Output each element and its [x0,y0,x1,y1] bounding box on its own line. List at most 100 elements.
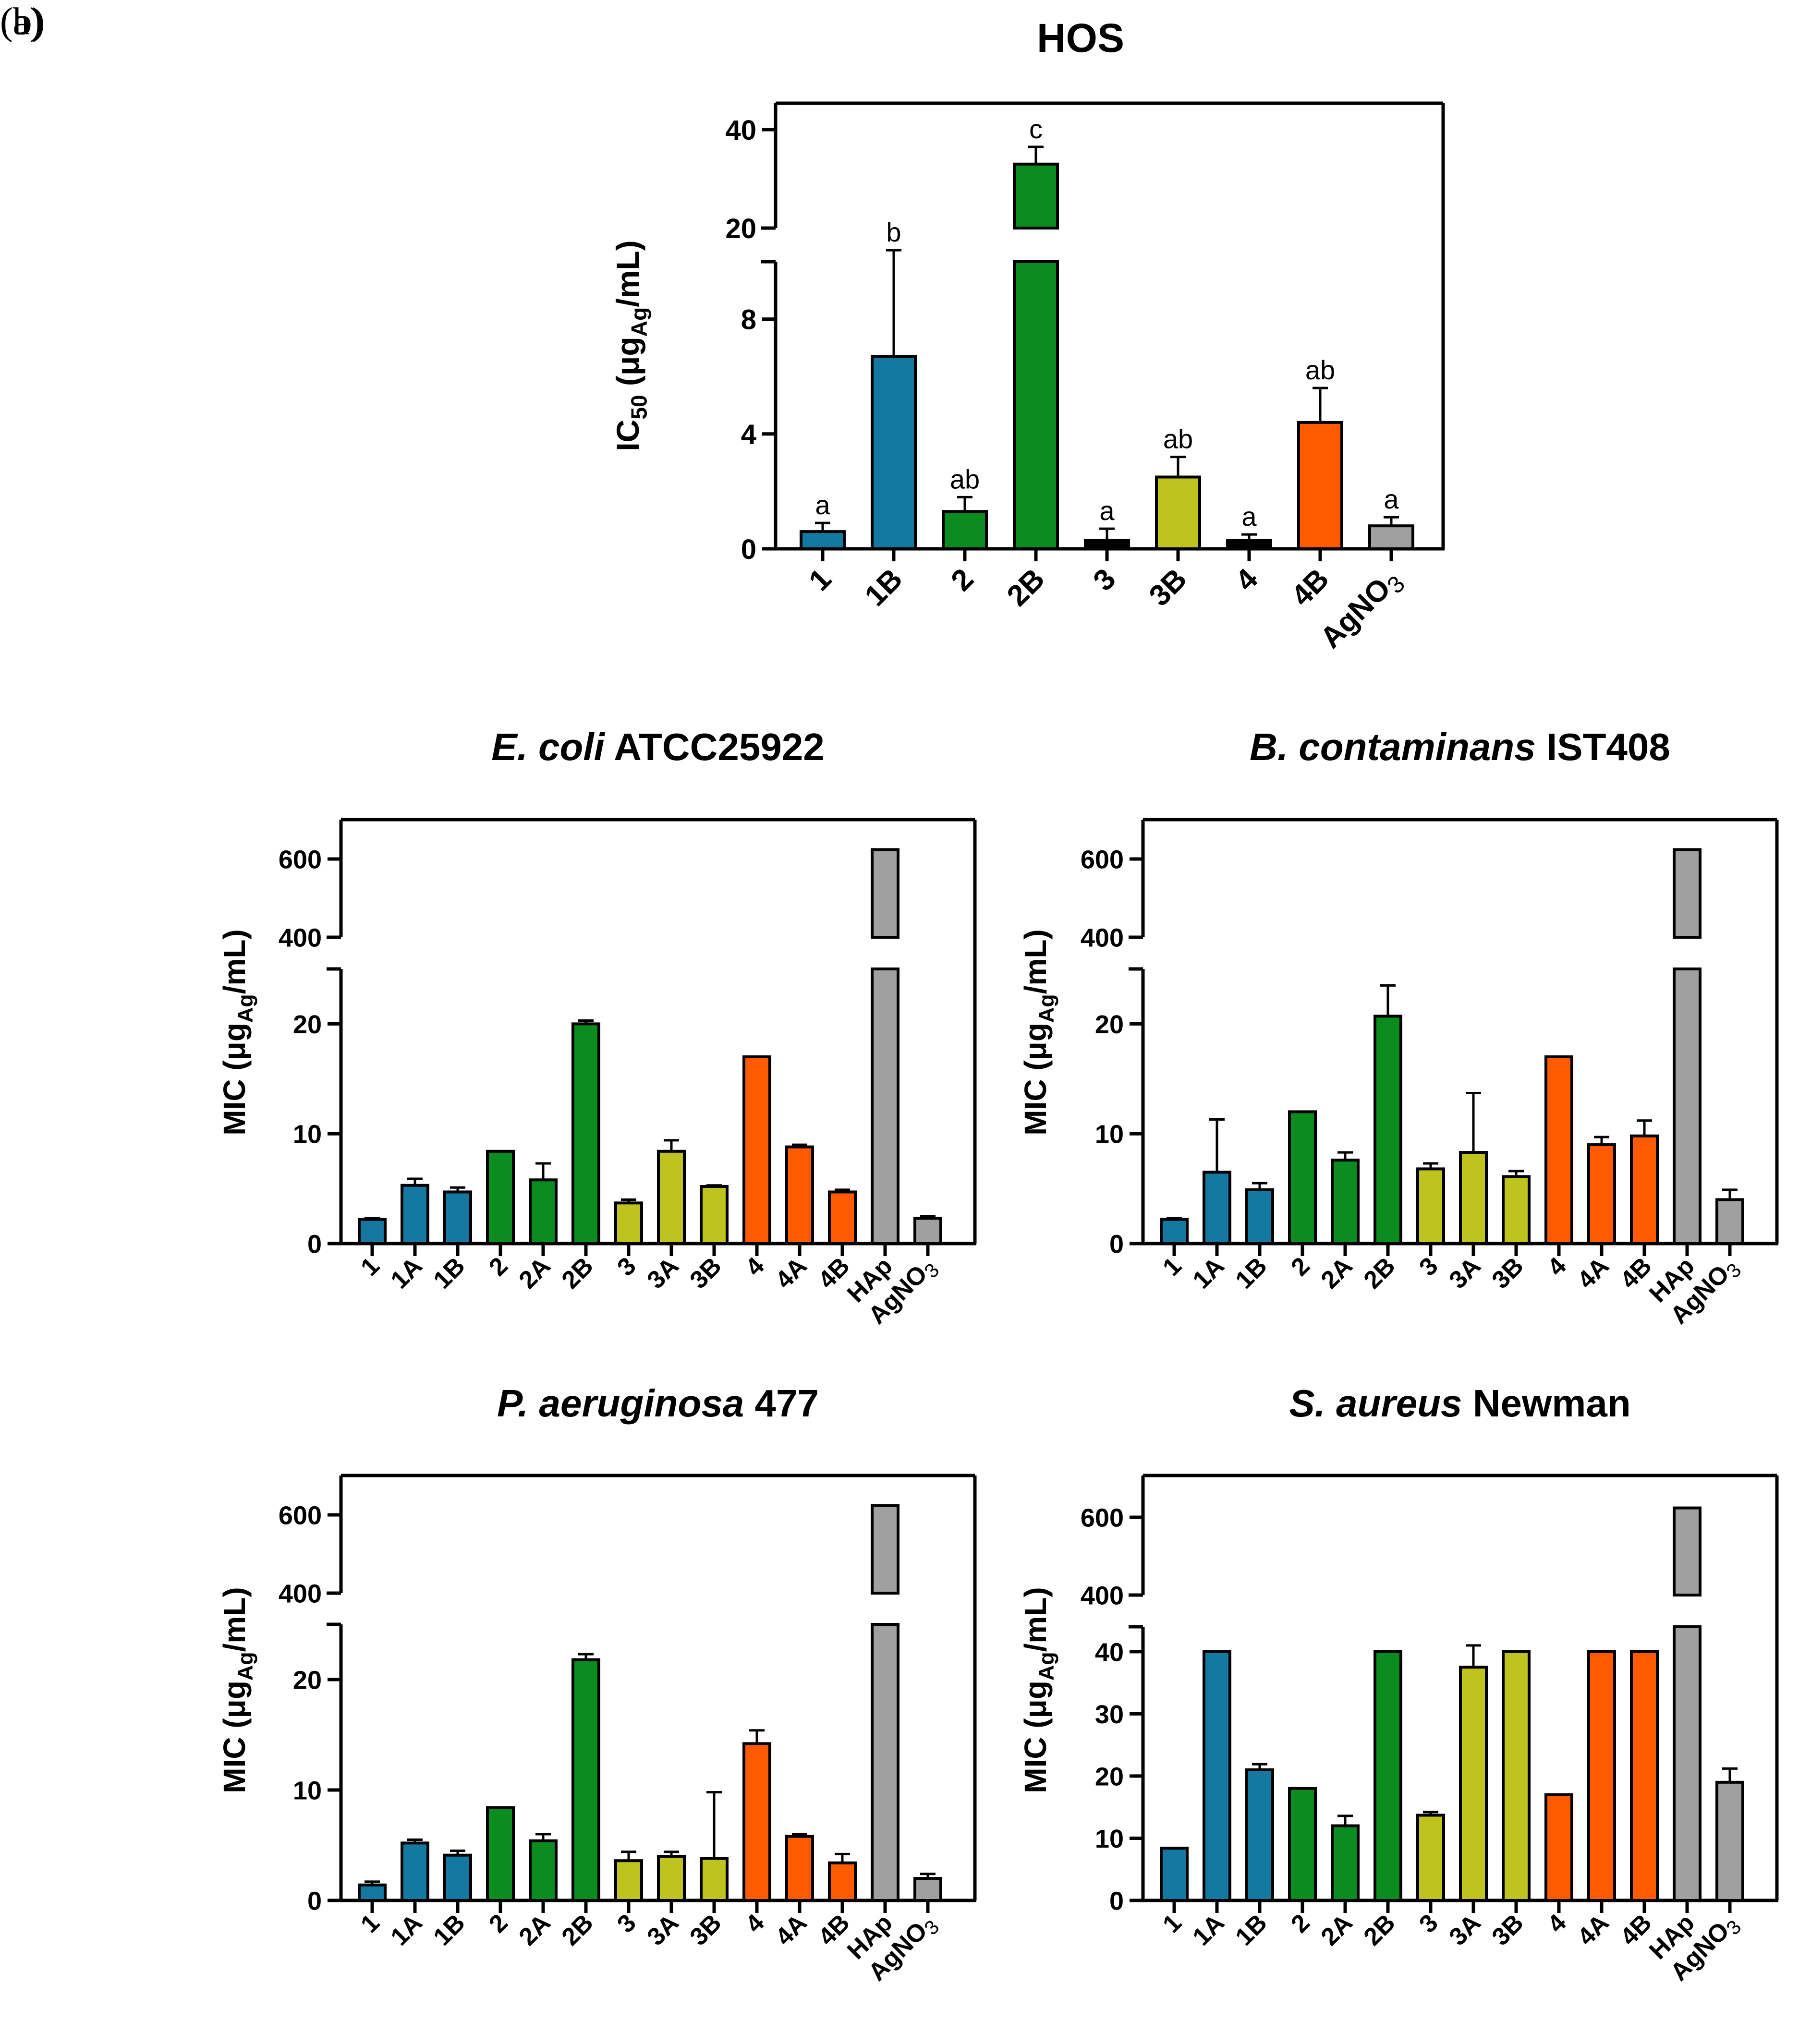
category-label: 2 [1286,1909,1315,1938]
category-label: 1 [355,1909,385,1938]
bar-lower-segment [1673,1625,1702,1902]
bar-group [913,1215,942,1245]
category-label: 4A [1572,1909,1615,1951]
bar [1160,1218,1189,1246]
bar-group [1587,1136,1616,1246]
bar [1374,1650,1402,1902]
bar [913,1877,942,1902]
category-label: 1 [802,562,838,597]
bar-group [785,1143,814,1245]
y-tick-label: 400 [279,923,322,952]
bar [1226,539,1272,551]
bar [614,1859,643,1902]
bar-break-gap [1672,1597,1702,1625]
bar [913,1217,942,1245]
category-label: 4A [1572,1252,1615,1294]
bar-break-gap [1672,939,1702,967]
y-tick-label: 40 [725,115,756,146]
y-tick-label: 400 [279,1579,322,1608]
bar-group [1502,1650,1531,1902]
chart-title: E. coli ATCC25922 [491,726,825,768]
category-label: 3 [1414,1909,1443,1938]
bar [742,1742,771,1902]
significance-letter: c [1029,114,1043,144]
bar [1155,475,1201,550]
y-tick-label: 400 [1081,1581,1124,1610]
bar-group [913,1873,942,1902]
bar [614,1201,643,1245]
y-tick-label: 40 [1095,1638,1124,1667]
category-label: 3 [612,1252,641,1281]
category-label: 3A [1444,1909,1486,1951]
category-label: 2 [484,1252,513,1281]
y-tick-label: 30 [1095,1700,1124,1729]
category-label: 4 [740,1252,770,1282]
y-tick-label: 600 [279,845,322,874]
category-label: 4B [1285,562,1336,613]
category-label: 1B [859,562,909,613]
bar-group [1245,1763,1274,1902]
category-label: 4A [770,1909,813,1951]
bar-group [1587,1650,1616,1902]
bar [1459,1666,1488,1902]
significance-letter: a [1384,484,1399,514]
bar [1544,1055,1573,1246]
bar-break-gap [1012,230,1059,260]
bar-group [571,1019,600,1245]
bar [1245,1768,1274,1902]
bar [443,1853,472,1902]
bar [571,1658,600,1902]
category-label: 4 [1542,1909,1572,1938]
y-tick-label: 20 [293,1010,322,1039]
bar-group [1672,848,1702,1245]
y-tick-label: 20 [1095,1762,1124,1791]
category-label: 2B [557,1252,599,1294]
bar-group [1630,1650,1659,1902]
y-tick-label: 20 [725,213,756,244]
category-label: 2 [1286,1252,1315,1281]
category-label: 2B [557,1909,599,1951]
category-label: 2 [484,1909,513,1938]
bar-lower-segment [871,968,900,1245]
ecoli-mic-chart: E. coli ATCC25922 MIC (μgAg/mL) 0 10 20 400 60… [217,726,977,1330]
hos-ic50-chart: HOS IC50 (μgAg/mL) 0 4 8 20 40 a 1 b 1B ab 2 c 2B a 3 ab 3… [610,15,1445,655]
bar-group [443,1850,472,1902]
bar-group [870,1504,900,1902]
bar [401,1841,429,1902]
bar [443,1190,472,1246]
bar-group [358,1880,387,1902]
y-tick-label: 8 [741,304,756,335]
bar [1715,1198,1744,1245]
bar [401,1184,429,1246]
bar-group [657,1850,686,1902]
significance-letter: a [815,490,830,520]
y-axis-label: MIC (μgAg/mL) [217,1587,257,1793]
bar-group [1160,1217,1189,1246]
bar [1084,539,1130,551]
bar-group [401,1177,429,1246]
y-tick-label: 0 [307,1887,322,1915]
bar-group [1715,1188,1744,1245]
bar-upper-segment [1673,848,1702,939]
bar [785,1145,814,1245]
bar-group [942,496,988,551]
category-label: 3A [642,1909,684,1951]
bar-group [1374,984,1402,1246]
bar-group [828,1188,857,1246]
y-tick-label: 10 [293,1776,322,1805]
category-label: 1 [355,1252,385,1281]
chart-title: S. aureus Newman [1289,1382,1630,1425]
y-tick-label: 0 [1109,1230,1124,1258]
y-tick-label: 10 [1095,1120,1124,1149]
bar-lower-segment [1673,968,1702,1245]
bar-group [1630,1119,1659,1245]
category-label: 4 [740,1909,770,1938]
bar-group [1416,1162,1445,1246]
category-label: 2A [1316,1252,1358,1294]
y-tick-label: 0 [307,1230,322,1258]
bar [358,1218,387,1246]
bar [1630,1650,1659,1902]
category-label: 3A [1444,1252,1486,1294]
bar-group [1715,1767,1744,1902]
y-tick-label: 600 [1081,1503,1124,1532]
